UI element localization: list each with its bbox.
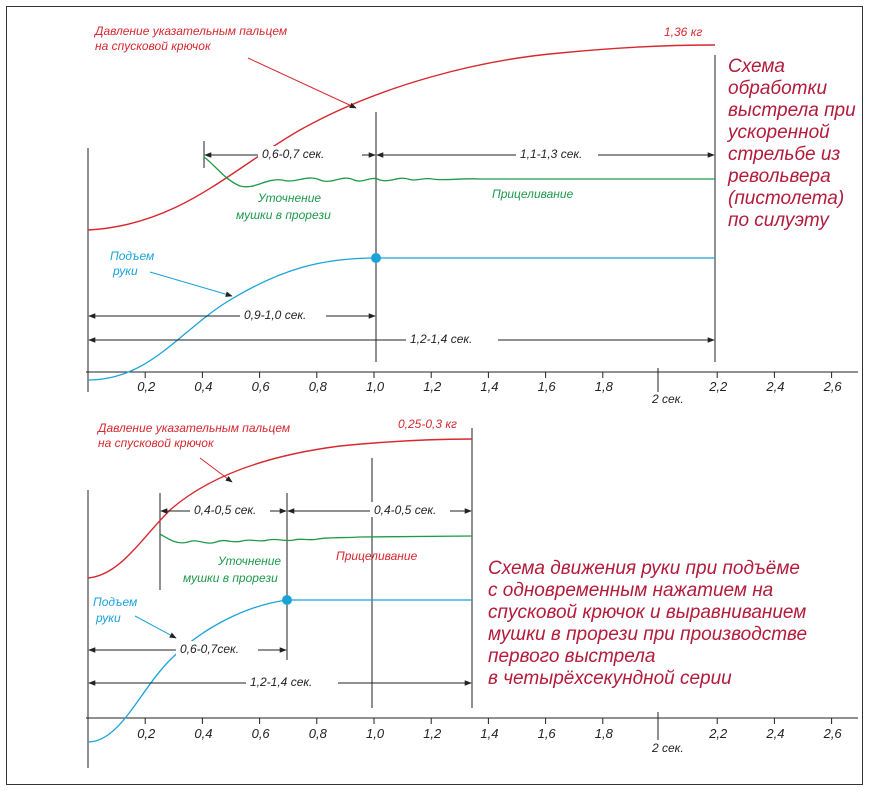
bottom-tick-label: 0,8 <box>309 726 328 741</box>
top-arm-label-line2: руки <box>112 264 138 278</box>
diagram-frame <box>6 6 863 785</box>
top-interval-d-label: 1,2-1,4 сек. <box>410 332 472 346</box>
top-title-line: Схема <box>728 56 785 77</box>
bottom-tick-label: 1,8 <box>595 726 614 741</box>
top-interval-a-label: 0,6-0,7 сек. <box>262 147 324 161</box>
bottom-pressure-curve <box>87 438 473 579</box>
top-diagram: 0,2 0,4 0,6 0,8 1,0 1,2 1,4 1,6 1,8 2,2 2,4 2,6 2 с… <box>86 24 858 406</box>
top-arm-label-line1: Подъем <box>110 249 154 263</box>
top-2sec-label: 2 сек. <box>651 392 684 406</box>
bottom-interval-c-label: 0,6-0,7сек. <box>180 642 239 656</box>
bottom-arm-pointer <box>134 615 177 639</box>
top-aiming-label: Прицеливание <box>492 187 574 201</box>
top-tick-label: 0,2 <box>137 379 156 394</box>
bottom-2sec-label: 2 сек. <box>651 741 684 755</box>
bottom-interval-b-label: 0,4-0,5 сек. <box>374 503 436 517</box>
top-pressure-pointer <box>247 57 357 109</box>
top-aim-refine-line2: мушки в прорези <box>236 208 331 222</box>
bottom-arm-label-line2: руки <box>95 611 121 625</box>
top-pressure-label-line1: Давление указательным пальцем <box>93 24 287 38</box>
top-arm-curve <box>87 257 715 381</box>
top-title-line: револьвера <box>727 166 831 187</box>
top-title-line: обработки <box>728 78 827 99</box>
bottom-arm-point <box>282 595 292 605</box>
bottom-interval-d-label: 1,2-1,4 сек. <box>250 675 312 689</box>
top-tick-label: 1,2 <box>423 379 442 394</box>
bottom-tick-label: 2,2 <box>708 726 728 741</box>
top-title-line: выстрела при <box>728 100 856 121</box>
top-tick-label: 0,8 <box>309 379 328 394</box>
bottom-interval-a-label: 0,4-0,5 сек. <box>194 503 256 517</box>
bottom-pressure-value: 0,25-0,3 кг <box>398 417 457 431</box>
top-aiming-curve <box>203 156 715 188</box>
top-title-line: ускоренной <box>726 122 830 143</box>
bottom-tick-label: 2,4 <box>765 726 784 741</box>
top-interval-c-label: 0,9-1,0 сек. <box>244 308 306 322</box>
top-pressure-label-line2: на спусковой крючок <box>95 39 212 53</box>
bottom-aim-refine-line1: Уточнение <box>217 554 281 568</box>
bottom-tick-label: 2,6 <box>823 726 843 741</box>
top-title-line: стрельбе из <box>728 144 840 165</box>
bottom-pressure-label-line1: Давление указательным пальцем <box>96 421 290 435</box>
bottom-aiming-curve <box>159 533 473 544</box>
top-pressure-curve <box>87 44 716 231</box>
top-tick-label: 2,4 <box>765 379 784 394</box>
bottom-aim-refine-line2: мушки в прорези <box>183 571 278 585</box>
bottom-diagram: 0,2 0,4 0,6 0,8 1,0 1,2 1,4 1,6 1,8 2,2 2,4 2,6 2 с… <box>86 417 858 768</box>
top-title-line: (пистолета) <box>728 188 844 209</box>
bottom-tick-label: 1,0 <box>366 726 385 741</box>
bottom-title-line: мушки в прорези при производстве <box>488 624 807 645</box>
top-interval-b-label: 1,1-1,3 сек. <box>520 147 582 161</box>
bottom-aiming-label: Прицеливание <box>336 549 418 563</box>
bottom-title-line: в четырёхсекундной серии <box>488 668 732 689</box>
top-arm-pointer <box>149 271 233 297</box>
top-arm-point <box>371 253 381 263</box>
bottom-tick-label: 0,6 <box>252 726 271 741</box>
bottom-tick-label: 0,4 <box>194 726 212 741</box>
top-tick-label: 0,4 <box>194 379 212 394</box>
top-tick-labels: 0,2 0,4 0,6 0,8 1,0 1,2 1,4 1,6 1,8 2,2 2,4 2,6 <box>137 372 842 394</box>
bottom-tick-label: 0,2 <box>137 726 156 741</box>
bottom-arm-curve <box>87 599 472 743</box>
top-pressure-value: 1,36 кг <box>664 25 702 39</box>
top-tick-label: 1,4 <box>480 379 498 394</box>
bottom-tick-label: 1,2 <box>423 726 442 741</box>
bottom-title-line: спусковой крючок и выравниванием <box>488 602 806 623</box>
top-tick-label: 0,6 <box>252 379 271 394</box>
bottom-title-line: с одновременным нажатием на <box>488 580 773 601</box>
top-tick-label: 1,0 <box>366 379 385 394</box>
bottom-tick-label: 1,4 <box>480 726 498 741</box>
bottom-tick-label: 1,6 <box>538 726 557 741</box>
top-tick-label: 1,8 <box>595 379 614 394</box>
bottom-pressure-pointer <box>199 457 233 483</box>
bottom-title-line: первого выстрела <box>488 646 655 667</box>
bottom-pressure-label-line2: на спусковой крючок <box>98 436 215 450</box>
bottom-title-line: Схема движения руки при подъёме <box>488 558 800 579</box>
top-tick-label: 2,2 <box>708 379 728 394</box>
top-aim-refine-line1: Уточнение <box>257 191 321 205</box>
top-tick-label: 2,6 <box>823 379 843 394</box>
top-title-line: по силуэту <box>728 210 830 231</box>
bottom-tick-labels: 0,2 0,4 0,6 0,8 1,0 1,2 1,4 1,6 1,8 2,2 2,4 2,6 <box>137 718 842 741</box>
top-tick-label: 1,6 <box>538 379 557 394</box>
bottom-arm-label-line1: Подъем <box>93 595 137 609</box>
